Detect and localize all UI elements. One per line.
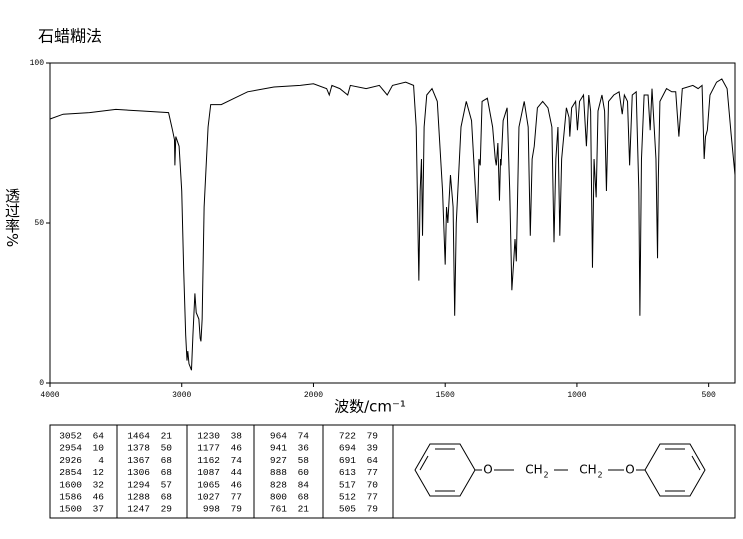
peak-wavenumber: 613 <box>339 467 356 478</box>
peak-wavenumber: 722 <box>339 431 356 442</box>
plot-frame <box>49 62 736 384</box>
peak-wavenumber: 1464 <box>127 431 150 442</box>
peak-wavenumber: 828 <box>270 479 287 490</box>
x-tick-label: 500 <box>701 391 716 400</box>
table-dividers <box>116 425 394 518</box>
peak-transmittance: 79 <box>231 504 243 515</box>
peak-wavenumber: 1586 <box>59 492 82 503</box>
peak-transmittance: 38 <box>231 431 243 442</box>
peak-transmittance: 44 <box>231 467 243 478</box>
peak-wavenumber: 1500 <box>59 504 82 515</box>
peak-transmittance: 64 <box>367 455 379 466</box>
structure-group: CH <box>525 463 542 477</box>
peak-transmittance: 46 <box>93 492 105 503</box>
peak-wavenumber: 761 <box>270 504 287 515</box>
peak-wavenumber: 505 <box>339 504 356 515</box>
peak-transmittance: 12 <box>93 467 105 478</box>
peak-transmittance: 68 <box>161 455 173 466</box>
chart-title: 石蜡糊法 <box>38 27 102 46</box>
peak-transmittance: 29 <box>161 504 173 515</box>
peak-transmittance: 74 <box>231 455 243 466</box>
x-tick-label: 1000 <box>567 391 586 400</box>
structure-group: O <box>483 463 492 477</box>
peak-wavenumber: 1027 <box>197 492 220 503</box>
peak-wavenumber: 1600 <box>59 479 82 490</box>
peak-transmittance: 77 <box>367 492 378 503</box>
peak-transmittance: 74 <box>298 431 310 442</box>
peak-transmittance: 68 <box>161 467 173 478</box>
peak-transmittance: 57 <box>161 479 172 490</box>
peak-wavenumber: 1294 <box>127 479 150 490</box>
x-axis-label: 波数/cm⁻¹ <box>334 398 406 416</box>
y-tick-label: 100 <box>30 59 45 68</box>
peak-wavenumber: 1230 <box>197 431 220 442</box>
peak-wavenumber: 691 <box>339 455 356 466</box>
peak-wavenumber: 2854 <box>59 467 82 478</box>
peak-transmittance: 46 <box>231 479 243 490</box>
peak-wavenumber: 2954 <box>59 443 82 454</box>
peak-transmittance: 36 <box>298 443 310 454</box>
peak-wavenumber: 1162 <box>197 455 220 466</box>
peak-wavenumber: 998 <box>203 504 220 515</box>
peak-transmittance: 39 <box>367 443 379 454</box>
peak-transmittance: 21 <box>298 504 310 515</box>
peak-wavenumber: 1306 <box>127 467 150 478</box>
peak-transmittance: 4 <box>98 455 104 466</box>
peak-transmittance: 79 <box>367 504 379 515</box>
peak-wavenumber: 941 <box>270 443 287 454</box>
peak-wavenumber: 512 <box>339 492 356 503</box>
peak-transmittance: 32 <box>93 479 105 490</box>
peak-wavenumber: 2926 <box>59 455 82 466</box>
bond <box>691 455 701 471</box>
structure-group: CH <box>579 463 596 477</box>
peak-transmittance: 70 <box>367 479 379 490</box>
peak-wavenumber: 1247 <box>127 504 150 515</box>
x-tick-label: 2000 <box>304 391 323 400</box>
peak-wavenumber: 3052 <box>59 431 82 442</box>
peak-wavenumber: 927 <box>270 455 287 466</box>
x-tick-label: 1500 <box>436 391 455 400</box>
peak-wavenumber: 1378 <box>127 443 150 454</box>
structure-group: O <box>625 463 634 477</box>
y-axis-label: 透过率% <box>3 188 21 248</box>
peak-wavenumber: 1367 <box>127 455 150 466</box>
benzene-ring <box>644 443 706 497</box>
peak-transmittance: 64 <box>93 431 105 442</box>
peak-wavenumber: 1288 <box>127 492 150 503</box>
peak-transmittance: 10 <box>93 443 105 454</box>
peak-transmittance: 21 <box>161 431 173 442</box>
peak-wavenumber: 800 <box>270 492 287 503</box>
peak-wavenumber: 694 <box>339 443 356 454</box>
peak-transmittance: 77 <box>367 467 378 478</box>
peak-wavenumber: 1065 <box>197 479 220 490</box>
spectrum-line <box>49 78 736 371</box>
peak-wavenumber: 964 <box>270 431 287 442</box>
x-tick-label: 3000 <box>172 391 191 400</box>
peak-transmittance: 58 <box>298 455 310 466</box>
peak-transmittance: 68 <box>161 492 173 503</box>
peak-transmittance: 60 <box>298 467 310 478</box>
structure-subscript: 2 <box>543 471 548 480</box>
peak-transmittance: 68 <box>298 492 310 503</box>
benzene-ring <box>414 443 476 497</box>
peak-transmittance: 46 <box>231 443 243 454</box>
peak-wavenumber: 1087 <box>197 467 220 478</box>
peak-transmittance: 50 <box>161 443 173 454</box>
y-tick-label: 50 <box>34 219 44 228</box>
peak-wavenumber: 1177 <box>197 443 220 454</box>
bond <box>419 455 429 471</box>
peak-transmittance: 84 <box>298 479 310 490</box>
structure-subscript: 2 <box>597 471 602 480</box>
peak-transmittance: 77 <box>231 492 242 503</box>
y-tick-label: 0 <box>39 379 44 388</box>
peak-transmittance: 37 <box>93 504 104 515</box>
peak-wavenumber: 888 <box>270 467 287 478</box>
peak-wavenumber: 517 <box>339 479 356 490</box>
peak-transmittance: 79 <box>367 431 379 442</box>
structure-drawing <box>414 443 706 497</box>
x-tick-label: 4000 <box>40 391 59 400</box>
